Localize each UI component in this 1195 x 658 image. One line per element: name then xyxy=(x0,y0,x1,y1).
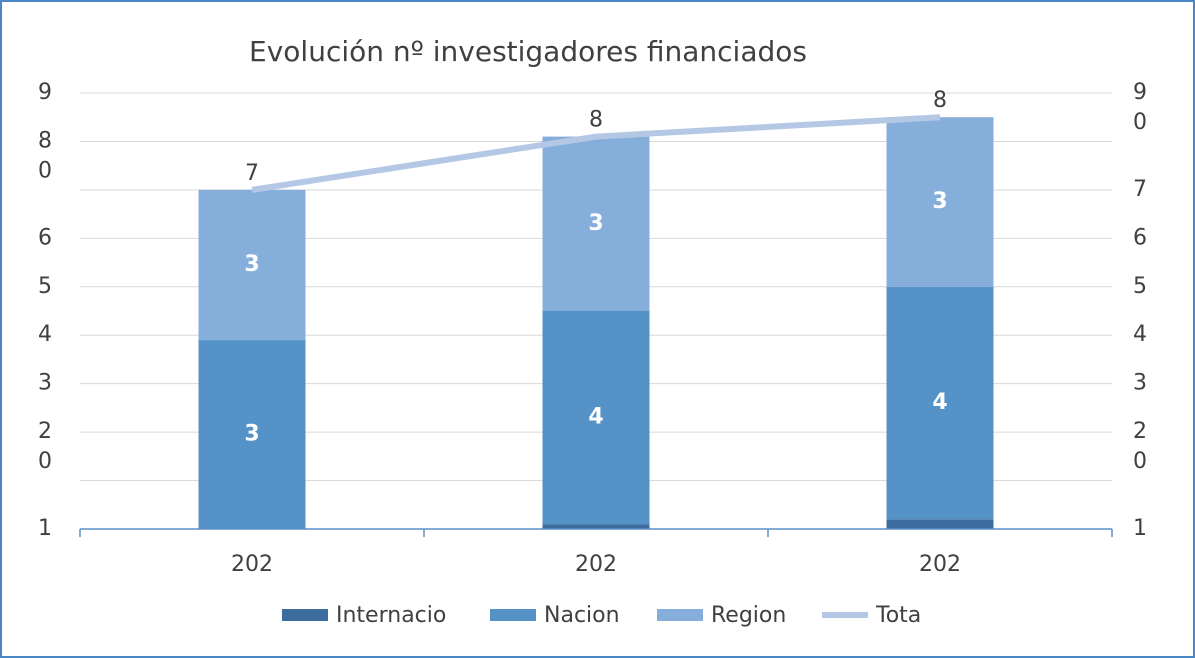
bar-segment xyxy=(886,286,994,520)
legend-swatch xyxy=(490,609,536,621)
legend-label: Internacio xyxy=(336,603,446,628)
y2-tick-label: 3 xyxy=(1133,371,1147,396)
x-tick-label: 202 xyxy=(231,552,273,577)
bar-segment xyxy=(542,311,650,525)
bar-segment xyxy=(886,117,994,287)
bar-segment xyxy=(542,524,650,529)
line-label: 8 xyxy=(589,108,603,133)
data-label: 3 xyxy=(244,252,259,277)
data-label: 4 xyxy=(588,405,603,430)
y2-tick-label: 7 xyxy=(1133,177,1147,202)
data-label: 3 xyxy=(932,189,947,214)
bar-segment xyxy=(198,189,306,341)
x-tick-label: 202 xyxy=(575,552,617,577)
y-tick-label: 3 xyxy=(38,371,52,396)
y2-tick-label: 4 xyxy=(1133,322,1147,347)
data-label: 3 xyxy=(588,211,603,236)
legend-label: Nacion xyxy=(544,603,620,628)
legend-label: Region xyxy=(711,603,786,628)
data-label: 3 xyxy=(244,422,259,447)
x-tick-label: 202 xyxy=(919,552,961,577)
y2-tick-label: 6 xyxy=(1133,225,1147,250)
legend-label: Tota xyxy=(875,603,921,628)
y-tick-label: 4 xyxy=(38,322,52,347)
y2-tick-label: 5 xyxy=(1133,274,1147,299)
y-tick-label: 6 xyxy=(38,225,52,250)
chart-title: Evolución nº investigadores financiados xyxy=(249,35,807,68)
y2-tick-label: 1 xyxy=(1133,516,1147,541)
y-tick-label: 5 xyxy=(38,274,52,299)
total-line xyxy=(251,114,941,193)
bar-segment xyxy=(886,519,994,529)
y-tick-label: 9 xyxy=(38,80,52,105)
bar-segment xyxy=(542,136,650,311)
line-label: 7 xyxy=(245,161,259,186)
bar-segment xyxy=(198,340,306,529)
y-tick-label: 1 xyxy=(38,516,52,541)
legend-swatch xyxy=(282,609,328,621)
data-label: 4 xyxy=(932,390,947,415)
legend-swatch xyxy=(657,609,703,621)
line-label: 8 xyxy=(933,88,947,113)
